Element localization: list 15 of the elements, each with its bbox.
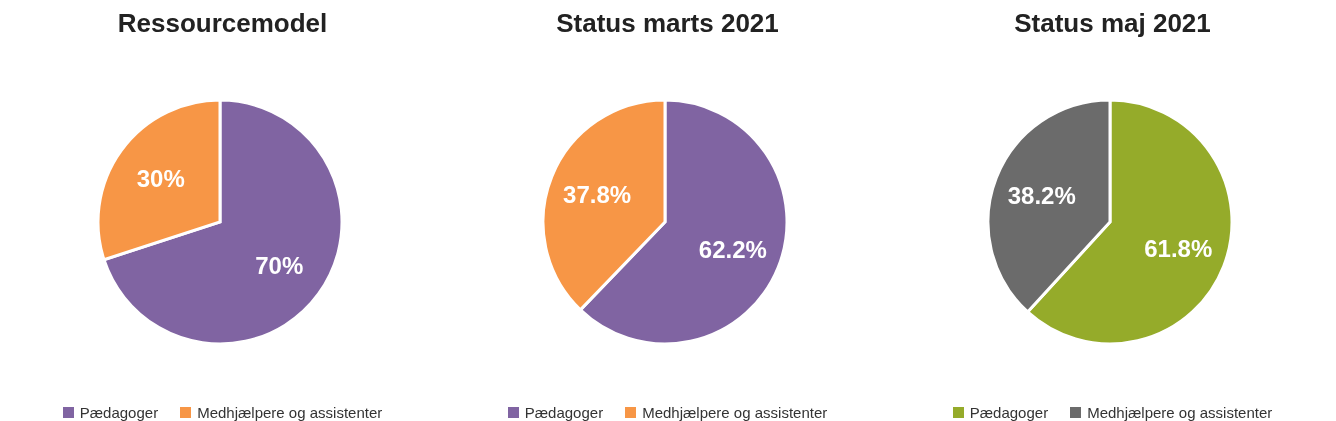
chart-title: Status marts 2021 — [555, 8, 780, 39]
data-label: 37.8% — [563, 181, 632, 209]
legend-label: Pædagoger — [79, 404, 159, 421]
data-label: 38.2% — [1007, 181, 1076, 209]
chart-title: Ressourcemodel — [116, 8, 329, 39]
legend-label: Pædagoger — [969, 404, 1049, 421]
data-label: 62.2% — [698, 235, 767, 263]
chart-title: Status maj 2021 — [1013, 8, 1212, 39]
legend-label: Medhjælpere og assistenter — [642, 404, 828, 421]
data-label: 70% — [255, 251, 304, 279]
data-label: 61.8% — [1144, 235, 1213, 263]
legend-label: Pædagoger — [524, 404, 604, 421]
legend-label: Medhjælpere og assistenter — [1087, 404, 1273, 421]
data-label: 30% — [136, 165, 185, 193]
legend-label: Medhjælpere og assistenter — [197, 404, 383, 421]
